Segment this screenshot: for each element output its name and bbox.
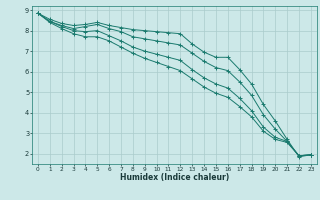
X-axis label: Humidex (Indice chaleur): Humidex (Indice chaleur) — [120, 173, 229, 182]
